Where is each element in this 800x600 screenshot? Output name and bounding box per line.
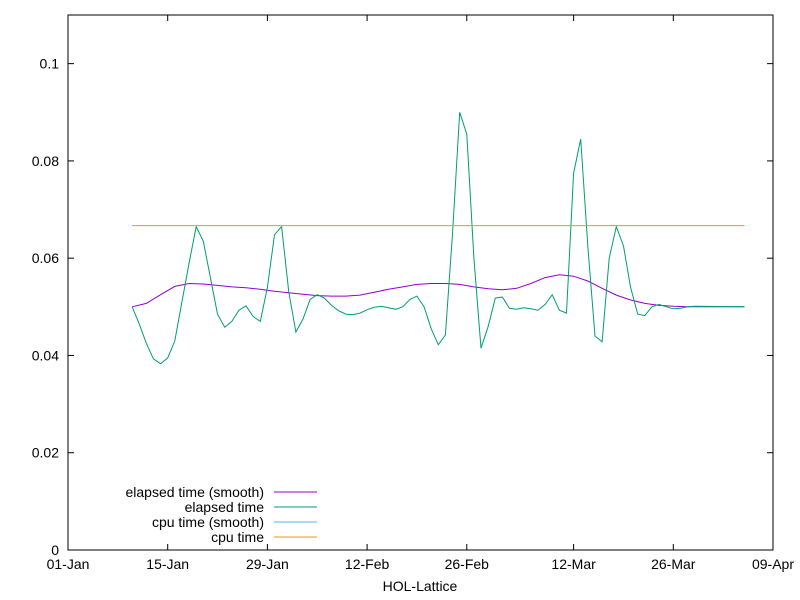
x-tick-label: 09-Apr <box>752 556 794 572</box>
y-tick-label: 0.1 <box>40 56 60 72</box>
x-tick-label: 26-Mar <box>651 556 696 572</box>
series-line-elapsed-time-smooth <box>131 274 745 308</box>
legend-label: cpu time <box>211 529 264 545</box>
legend-label: elapsed time <box>185 499 265 515</box>
y-tick-label: 0 <box>51 542 59 558</box>
x-tick-label: 12-Feb <box>345 556 390 572</box>
legend-label: elapsed time (smooth) <box>125 484 264 500</box>
x-axis-label: HOL-Lattice <box>383 578 458 594</box>
x-tick-label: 01-Jan <box>47 556 90 572</box>
legend-label: cpu time (smooth) <box>152 514 264 530</box>
x-tick-label: 15-Jan <box>146 556 189 572</box>
x-tick-label: 12-Mar <box>551 556 596 572</box>
x-tick-label: 29-Jan <box>246 556 289 572</box>
tick-marks <box>67 15 774 551</box>
plot-frame <box>67 14 774 551</box>
x-axis-tick-labels: 01-Jan 15-Jan 29-Jan 12-Feb 26-Feb 12-Mar 26-M… <box>47 556 795 572</box>
y-tick-label: 0.02 <box>32 445 59 461</box>
y-axis-tick-labels: 0 0.02 0.04 0.06 0.08 0.1 <box>32 56 59 558</box>
y-tick-label: 0.04 <box>32 347 59 363</box>
x-tick-label: 26-Feb <box>445 556 490 572</box>
series-line-elapsed-time <box>131 112 745 365</box>
y-tick-label: 0.08 <box>32 153 59 169</box>
series-lines <box>131 112 745 365</box>
y-tick-label: 0.06 <box>32 250 59 266</box>
